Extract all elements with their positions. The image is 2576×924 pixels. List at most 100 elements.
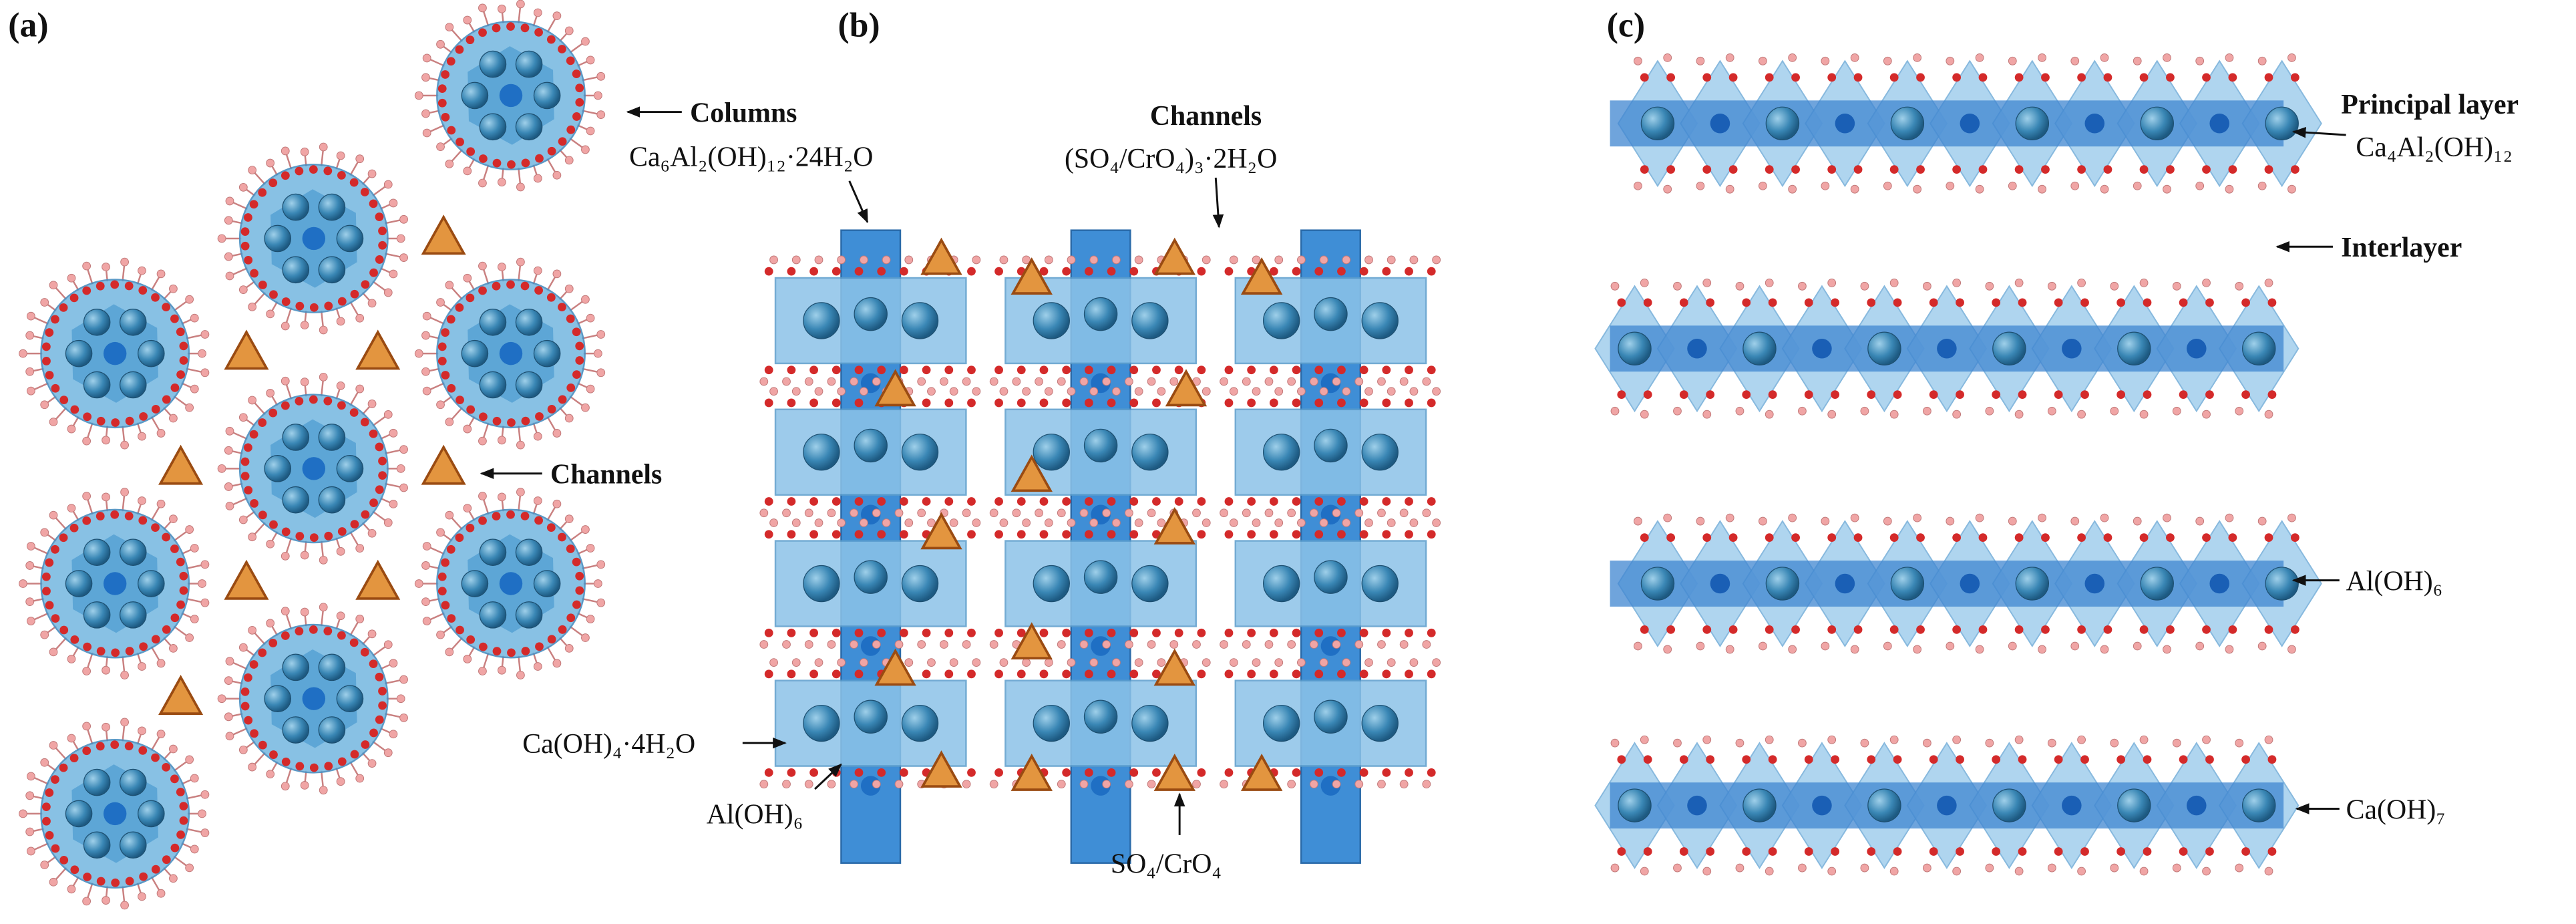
atom-o [41, 342, 51, 351]
atom-h [2139, 410, 2149, 419]
atom-h [850, 508, 859, 518]
atom-h [399, 253, 408, 262]
atom-o [994, 365, 1003, 375]
atom-o [2117, 847, 2126, 856]
atom-o [2166, 533, 2175, 543]
atom-o [1929, 298, 1938, 307]
atom-o [2241, 298, 2250, 307]
atom-h [389, 730, 398, 739]
atom-h [445, 647, 454, 657]
atom-h [1229, 658, 1238, 667]
atom-ca [2117, 788, 2151, 822]
atom-o [1129, 669, 1139, 679]
atom-o [83, 873, 92, 881]
atom-h [2070, 516, 2080, 526]
atom-h [49, 647, 58, 657]
atom-h [2100, 645, 2109, 654]
atom-h [190, 313, 199, 323]
atom-o [1706, 755, 1715, 764]
atom-o [240, 702, 250, 711]
atom-o [1978, 533, 1988, 543]
atom-o [350, 520, 359, 529]
atom-h [383, 410, 393, 419]
atom-o [1867, 755, 1876, 764]
atom-ca [479, 308, 507, 336]
atom-h [593, 91, 602, 100]
atom-o [1952, 73, 1962, 82]
atom-h [389, 198, 398, 208]
atom-al [302, 226, 326, 251]
atom-h [224, 676, 233, 685]
atom-h [67, 424, 76, 434]
atom-h [586, 55, 595, 65]
atom-o [809, 497, 818, 506]
atom-h [225, 196, 234, 206]
atom-h [1242, 377, 1251, 386]
atom-h [169, 414, 178, 423]
tetrahedron [1165, 369, 1208, 407]
atom-o [1956, 847, 1964, 856]
atom-h [1354, 508, 1364, 518]
atom-ca [1361, 434, 1399, 471]
atom-o [1224, 628, 1234, 637]
atom-h [2163, 645, 2171, 654]
atom-al [103, 572, 127, 595]
atom-o [1292, 768, 1301, 777]
atom-h [389, 659, 398, 668]
atom-h [1673, 406, 1682, 416]
atom-o [479, 642, 488, 651]
atom-o [111, 878, 120, 887]
atom-h [355, 154, 365, 164]
atom-o [337, 297, 347, 306]
atom-h [1124, 640, 1133, 649]
atom-o [1174, 497, 1183, 506]
atom-h [463, 166, 472, 176]
atom-h [1287, 640, 1296, 649]
atom-h [1922, 281, 1931, 291]
atom-o [250, 269, 258, 278]
atom-ca [803, 565, 840, 603]
atom-o [967, 267, 976, 276]
atom-o [111, 648, 120, 657]
atom-h [1673, 281, 1682, 291]
atom-o [466, 293, 475, 303]
atom-o [1292, 530, 1301, 539]
atom-o [1867, 847, 1876, 856]
atom-h [1332, 640, 1341, 649]
atom-h [564, 284, 574, 293]
annotation: Al(OH)₆ [707, 800, 803, 830]
atom-o [250, 729, 258, 738]
atom-ca [1867, 331, 1901, 365]
atom-h [82, 897, 91, 906]
atom-h [1985, 863, 1994, 873]
atom-h [156, 429, 166, 438]
atom-o [1978, 73, 1988, 82]
atom-o [1174, 628, 1183, 637]
atom-h [200, 828, 210, 837]
atom-o [337, 401, 346, 410]
atom-o [1292, 669, 1301, 679]
atom-o [764, 628, 773, 637]
atom-o [96, 416, 106, 426]
atom-h [1821, 516, 1830, 526]
atom-h [421, 367, 430, 376]
atom-ca [515, 601, 543, 629]
atom-h [769, 255, 778, 265]
atom-h [2133, 641, 2142, 651]
atom-h [564, 514, 574, 524]
annotation: Channels [550, 459, 662, 490]
atom-h [827, 377, 836, 386]
atom-o [1889, 533, 1899, 543]
atom-h [383, 518, 393, 527]
atom-o [1107, 669, 1116, 679]
atom-h [281, 321, 290, 331]
arrow [1212, 177, 1224, 228]
atom-o [1314, 768, 1324, 777]
atom-h [120, 488, 129, 496]
atom-o [575, 586, 584, 595]
atom-o [2054, 755, 2063, 764]
atom-ca [479, 538, 507, 566]
atom-ca [854, 700, 888, 734]
atom-h [266, 389, 275, 398]
atom-h [1952, 278, 1962, 287]
